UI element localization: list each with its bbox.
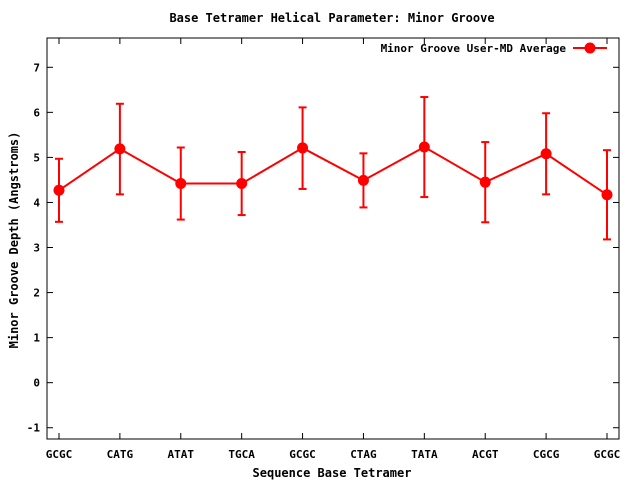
x-tick-label: GCGC	[594, 448, 621, 461]
series-line	[58, 145, 608, 196]
series-layer	[53, 96, 613, 241]
x-tick-label: GCGC	[289, 448, 316, 461]
y-tick-label: 0	[33, 377, 40, 390]
y-tick-label: 1	[33, 332, 40, 345]
x-tick-label: CTAG	[350, 448, 377, 461]
x-tick-label: ATAT	[168, 448, 195, 461]
y-tick-label: 2	[33, 287, 40, 300]
y-axis: -1 0 1 2 3 4 5 6 7	[27, 61, 619, 435]
data-point	[175, 178, 187, 190]
x-tick-label: ACGT	[472, 448, 499, 461]
data-point	[479, 176, 491, 188]
x-axis: GCGC CATG ATAT TGCA GCGC CTAG TATA ACGT CGCG GCGC	[46, 38, 621, 461]
legend: Minor Groove User-MD Average	[381, 42, 607, 55]
data-point	[53, 184, 65, 196]
legend-marker	[584, 42, 596, 54]
y-tick-label: -1	[27, 422, 41, 435]
chart-title: Base Tetramer Helical Parameter: Minor G…	[169, 11, 494, 25]
data-point	[357, 174, 369, 186]
y-tick-label: 6	[33, 106, 40, 119]
data-point	[114, 143, 126, 155]
data-point	[297, 142, 309, 154]
y-tick-label: 7	[33, 61, 40, 74]
y-tick-label: 4	[33, 196, 40, 209]
y-axis-label: Minor Groove Depth (Angstroms)	[7, 132, 21, 349]
data-point	[601, 189, 613, 201]
legend-label: Minor Groove User-MD Average	[381, 42, 567, 55]
data-point	[540, 148, 552, 160]
x-tick-label: TATA	[411, 448, 438, 461]
data-point	[236, 178, 248, 190]
x-tick-label: CATG	[107, 448, 134, 461]
x-tick-label: GCGC	[46, 448, 73, 461]
x-tick-label: CGCG	[533, 448, 560, 461]
y-tick-label: 5	[33, 151, 40, 164]
y-tick-label: 3	[33, 242, 40, 255]
plot-area	[46, 37, 620, 440]
x-axis-label: Sequence Base Tetramer	[253, 466, 412, 480]
data-point	[418, 141, 430, 153]
x-tick-label: TGCA	[228, 448, 255, 461]
